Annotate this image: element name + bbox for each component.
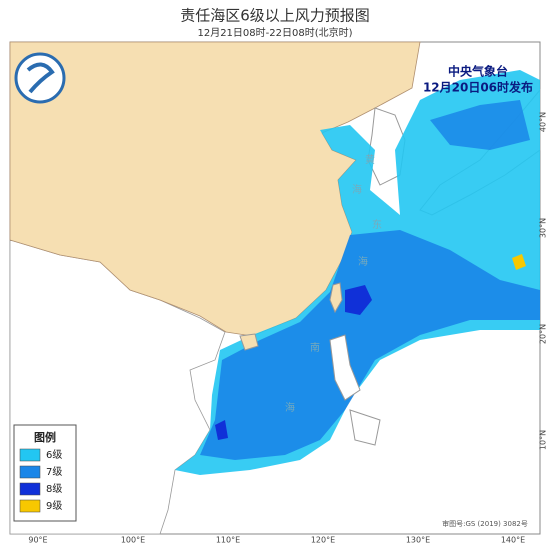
latitude-label: 10°N — [539, 430, 548, 450]
latitude-label: 40°N — [539, 112, 548, 132]
korea — [367, 107, 406, 186]
legend-swatch — [19, 448, 41, 462]
longitude-label: 100°E — [121, 536, 145, 545]
logo-swirl — [26, 62, 55, 94]
legend: 图例 6级 7级 8级 9级 — [13, 424, 77, 522]
sea-label: 海 — [352, 183, 362, 196]
longitude-label: 90°E — [28, 536, 47, 545]
longitude-label: 120°E — [311, 536, 335, 545]
legend-label: 8级 — [46, 483, 62, 495]
wind-level-7 — [200, 230, 540, 460]
legend-title: 图例 — [34, 430, 56, 444]
longitude-label: 130°E — [406, 536, 430, 545]
taiwan — [329, 282, 343, 314]
sea-label: 海 — [358, 255, 368, 268]
sea-label: 南 — [310, 341, 320, 354]
title: 责任海区6级以上风力预报图 — [180, 7, 370, 25]
latitude-label: 20°N — [539, 324, 548, 344]
legend-swatch — [19, 482, 41, 496]
sea-label: 黄 — [365, 153, 375, 166]
hainan — [239, 333, 259, 351]
legend-label: 6级 — [46, 449, 62, 461]
issuer-time: 12月20日06时发布 — [423, 80, 533, 95]
latitude-label: 30°N — [539, 218, 548, 238]
map-area — [9, 41, 541, 535]
sea-label: 东 — [372, 218, 382, 231]
wind-level-8 — [345, 285, 372, 315]
issuer-name: 中央气象台 — [448, 64, 508, 79]
legend-label: 7级 — [46, 466, 62, 478]
logo — [14, 52, 66, 104]
approval-number: 审图号:GS (2019) 3082号 — [442, 519, 528, 528]
subtitle: 12月21日08时-22日08时(北京时) — [197, 26, 352, 39]
legend-label: 9级 — [46, 500, 62, 512]
wind-level-9 — [512, 254, 526, 270]
wind-level-8-south — [215, 420, 228, 440]
legend-swatch — [19, 465, 41, 479]
longitude-label: 140°E — [501, 536, 525, 545]
longitude-label: 110°E — [216, 536, 240, 545]
sea-label: 海 — [285, 401, 295, 414]
legend-swatch — [19, 499, 41, 513]
philippines — [329, 334, 381, 446]
wind-level-7-north — [430, 100, 530, 150]
